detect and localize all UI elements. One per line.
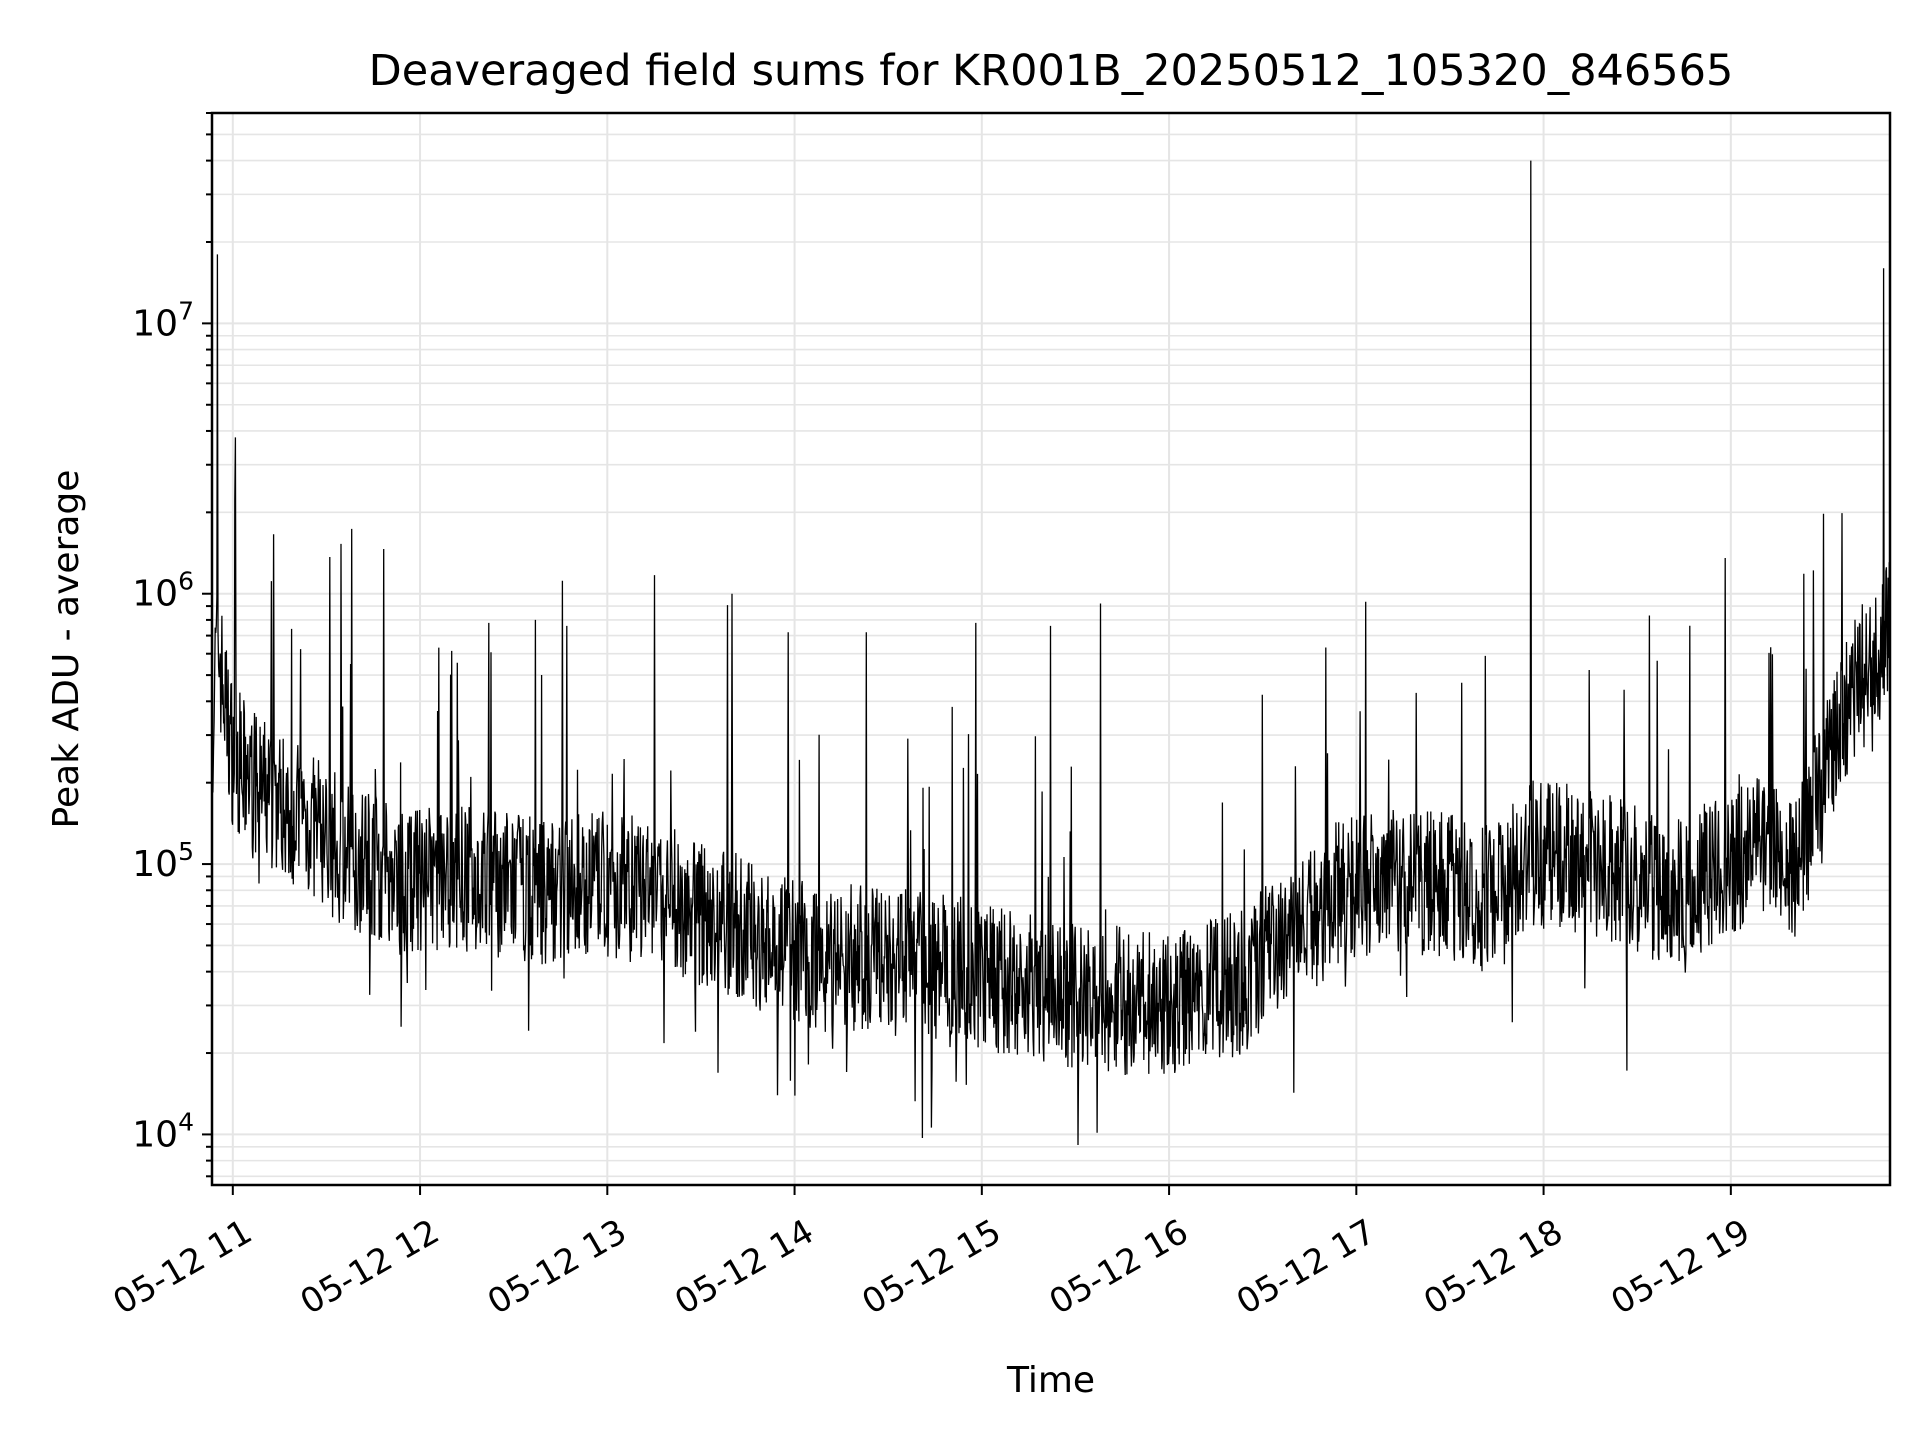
y-tick-base: 10 — [132, 574, 178, 615]
y-tick-exponent: 4 — [178, 1107, 194, 1136]
y-tick-label: 107 — [132, 296, 194, 344]
chart-title: Deaveraged field sums for KR001B_2025051… — [369, 46, 1734, 96]
data-series — [212, 160, 1890, 1146]
y-axis-label: Peak ADU - average — [46, 470, 87, 829]
y-tick-label: 104 — [132, 1107, 194, 1155]
y-tick-label: 105 — [132, 837, 194, 885]
y-tick-exponent: 5 — [178, 837, 194, 866]
plot-frame — [210, 111, 1892, 1187]
y-tick-label: 106 — [132, 567, 194, 615]
y-tick-exponent: 7 — [178, 296, 194, 325]
x-axis-label: Time — [1006, 1360, 1095, 1401]
series-line — [212, 160, 1890, 1146]
y-tick-exponent: 6 — [178, 567, 194, 596]
y-tick-base: 10 — [132, 303, 178, 344]
y-tick-base: 10 — [132, 1114, 178, 1155]
y-tick-base: 10 — [132, 844, 178, 885]
